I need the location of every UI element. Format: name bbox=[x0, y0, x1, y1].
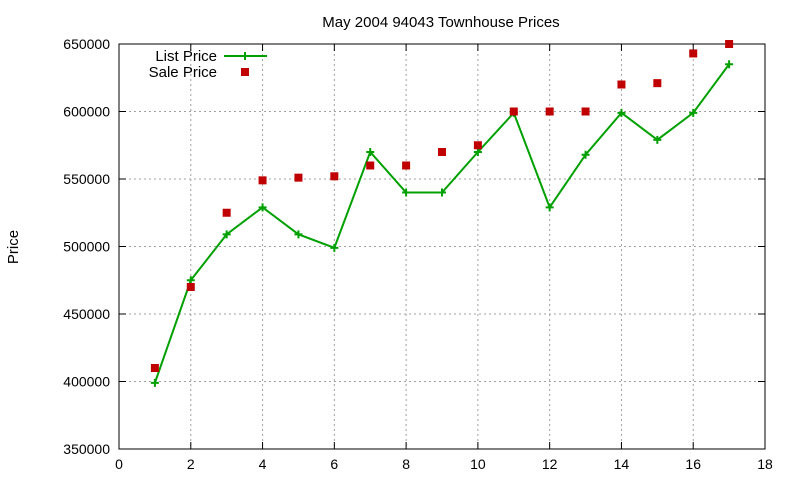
list-price-point bbox=[438, 188, 446, 197]
tick-labels: 0 2 4 6 8 10 12 14 16 18 350000 400000 450000 500000 5… bbox=[63, 36, 773, 472]
list-price-point bbox=[222, 230, 231, 239]
sale-price-point bbox=[258, 176, 267, 185]
sale-price-point bbox=[725, 40, 734, 48]
x-tick-label: 12 bbox=[542, 456, 558, 472]
legend-label: Sale Price bbox=[149, 64, 217, 81]
sale-price-point bbox=[330, 172, 339, 181]
sale-price-point bbox=[438, 148, 446, 156]
x-tick-label: 10 bbox=[470, 456, 486, 472]
sale-price-point bbox=[473, 141, 482, 150]
x-tick-label: 2 bbox=[187, 456, 195, 472]
x-tick-label: 8 bbox=[402, 456, 410, 472]
sale-price-point bbox=[545, 107, 554, 116]
list-price-point bbox=[545, 203, 554, 212]
sale-price-point bbox=[366, 161, 375, 170]
sale-price-point bbox=[294, 173, 303, 182]
sale-price-point bbox=[150, 364, 159, 372]
list-price-point bbox=[294, 230, 303, 239]
data-series bbox=[150, 40, 734, 387]
y-tick-label: 600000 bbox=[63, 104, 110, 120]
list-price-point bbox=[473, 148, 482, 156]
y-tick-label: 550000 bbox=[63, 171, 110, 187]
y-tick-label: 400000 bbox=[63, 374, 110, 390]
legend-swatch-marker bbox=[241, 52, 249, 60]
sale-price-point bbox=[653, 79, 662, 88]
x-tick-label: 4 bbox=[259, 456, 267, 472]
sale-price-point bbox=[222, 208, 231, 217]
y-tick-label: 500000 bbox=[63, 239, 110, 255]
list-price-point bbox=[617, 108, 626, 117]
series-list-price bbox=[150, 60, 734, 387]
sale-price-point bbox=[402, 161, 411, 170]
x-tick-label: 0 bbox=[115, 456, 123, 472]
sale-price-point bbox=[581, 107, 590, 116]
legend-swatch-marker bbox=[241, 68, 249, 76]
sale-price-point bbox=[509, 107, 518, 116]
x-tick-label: 18 bbox=[757, 456, 773, 472]
axes bbox=[118, 43, 766, 450]
list-price-point bbox=[366, 148, 375, 156]
y-tick-label: 450000 bbox=[63, 306, 110, 322]
sale-price-point bbox=[689, 49, 698, 58]
list-price-point bbox=[725, 60, 734, 69]
sale-price-point bbox=[617, 80, 626, 89]
x-tick-label: 6 bbox=[330, 456, 338, 472]
list-price-point bbox=[653, 135, 662, 144]
list-price-point bbox=[402, 188, 411, 197]
list-price-point bbox=[689, 108, 698, 117]
y-axis-label: Price bbox=[5, 230, 22, 264]
list-price-point bbox=[258, 203, 267, 212]
x-tick-label: 16 bbox=[685, 456, 701, 472]
chart-title: May 2004 94043 Townhouse Prices bbox=[322, 14, 559, 31]
list-price-point bbox=[150, 378, 159, 387]
list-price-point bbox=[330, 243, 339, 252]
sale-price-point bbox=[186, 283, 195, 291]
list-price-point bbox=[581, 150, 590, 159]
y-tick-label: 350000 bbox=[63, 441, 110, 457]
legend-label: List Price bbox=[155, 48, 217, 65]
y-tick-label: 650000 bbox=[63, 36, 110, 52]
x-tick-label: 14 bbox=[614, 456, 630, 472]
list-price-line bbox=[153, 63, 730, 384]
series-sale-price bbox=[150, 40, 734, 372]
list-price-point bbox=[186, 276, 195, 285]
